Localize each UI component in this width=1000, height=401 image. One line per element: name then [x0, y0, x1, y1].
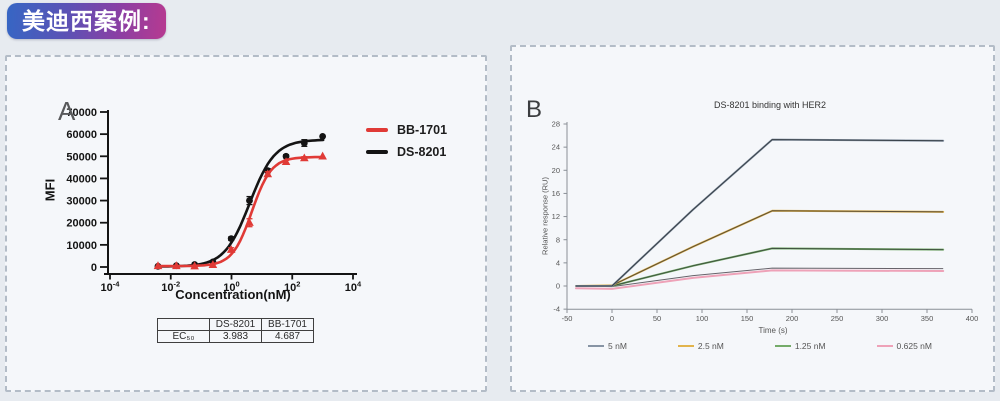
panel-a-legend: BB-1701 DS-8201: [366, 123, 447, 159]
panel-a-x-axis-title: Concentration(nM): [175, 287, 291, 302]
legend-a-label: DS-8201: [397, 145, 447, 159]
legend-b-label: 0.625 nM: [896, 341, 932, 351]
panel-b-title: DS-8201 binding with HER2: [713, 100, 827, 110]
header-badge-text: 美迪西案例:: [22, 8, 151, 34]
legend-b-item: 2.5 nM: [677, 341, 724, 351]
legend-a-label: BB-1701: [397, 123, 448, 137]
legend-b-item: 0.625 nM: [876, 341, 932, 351]
legend-b-swatch: [588, 345, 604, 347]
legend-b-label: 1.25 nM: [794, 341, 826, 351]
legend-b-label: 5 nM: [608, 341, 627, 351]
ec50-value-ds8201: 3.983: [209, 330, 262, 343]
ec50-header-ds8201: DS-8201: [209, 318, 262, 331]
legend-a-swatch: [366, 150, 388, 154]
legend-b-label: 2.5 nM: [697, 341, 724, 351]
legend-a-item: DS-8201: [366, 145, 447, 159]
panel-b-x-axis-title: Time (s): [758, 326, 788, 335]
panel-b-y-axis-title: Relative response (RU): [540, 177, 550, 255]
legend-b-swatch: [876, 345, 893, 347]
ec50-header-empty: [157, 318, 210, 331]
ec50-value-bb1701: 4.687: [261, 330, 314, 343]
ec50-table-header-row: DS-8201 BB-1701: [157, 318, 314, 331]
panel-a-label: A: [58, 96, 76, 126]
panel-b: [510, 45, 995, 392]
ec50-table: DS-8201 BB-1701 EC₅₀ 3.983 4.687: [157, 318, 314, 343]
panel-a-y-axis-title: MFI: [42, 178, 58, 202]
ec50-row-label: EC₅₀: [157, 330, 210, 343]
legend-a-item: BB-1701: [366, 123, 447, 137]
header-badge: 美迪西案例:: [7, 3, 166, 39]
panel-b-label: B: [526, 96, 543, 123]
legend-b-swatch: [677, 345, 694, 347]
ec50-table-value-row: EC₅₀ 3.983 4.687: [157, 330, 314, 343]
legend-b-swatch: [774, 345, 791, 347]
panel-b-legend: 5 nM 2.5 nM 1.25 nM 0.625 nM: [588, 341, 932, 351]
legend-b-item: 5 nM: [588, 341, 627, 351]
legend-b-item: 1.25 nM: [774, 341, 826, 351]
legend-a-swatch: [366, 128, 388, 132]
ec50-header-bb1701: BB-1701: [261, 318, 314, 331]
